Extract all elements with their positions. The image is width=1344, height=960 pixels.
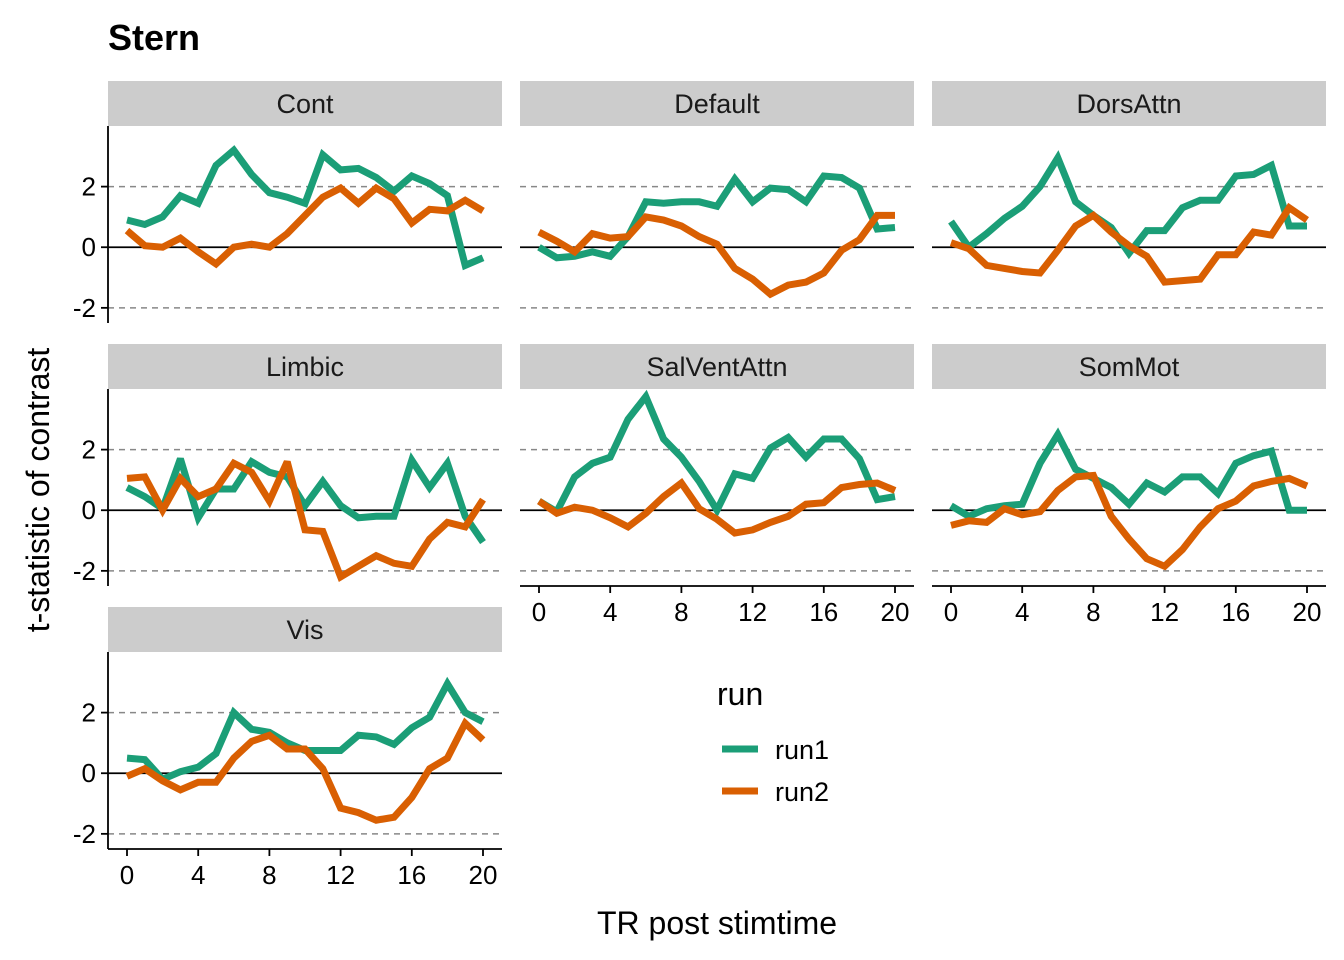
series-line-run2	[126, 458, 486, 583]
series-line-run1	[949, 427, 1307, 521]
x-tick-label: 20	[881, 597, 910, 627]
x-tick-label: 20	[1293, 597, 1322, 627]
strip-background	[108, 81, 502, 126]
y-tick-label: -2	[73, 819, 96, 849]
strip-label: Cont	[276, 89, 334, 119]
strip-label: SomMot	[1079, 352, 1180, 382]
panel-dorsattn: DorsAttn	[932, 81, 1326, 309]
chart-title: Stern	[108, 17, 200, 58]
y-tick-label: 2	[82, 435, 96, 465]
panel-sommot: SomMot 0 4 8 12 16 20	[932, 344, 1326, 627]
strip-label: DorsAttn	[1076, 89, 1181, 119]
x-tick-label: 16	[397, 860, 426, 890]
x-tick-label: 0	[120, 860, 134, 890]
x-tick-label: 8	[1086, 597, 1100, 627]
strip-background	[108, 607, 502, 652]
strip-background	[520, 344, 914, 389]
x-tick-label: 12	[738, 597, 767, 627]
series-line-run2	[949, 202, 1309, 286]
legend-title: run	[717, 676, 763, 712]
x-tick-label: 16	[1221, 597, 1250, 627]
y-axis-title: t-statistic of contrast	[20, 348, 56, 633]
y-tick-label: -2	[73, 293, 96, 323]
y-tick-label: -2	[73, 556, 96, 586]
series-line-run1	[537, 172, 896, 262]
y-tick-label: 2	[82, 698, 96, 728]
series-line-run2	[537, 211, 895, 299]
facet-panels: Cont -2 0 2 Default DorsAttn Limbic -2 0 2 SalVent…	[73, 81, 1326, 890]
legend-label-run1: run1	[775, 735, 829, 765]
y-tick-label: 2	[82, 172, 96, 202]
x-tick-label: 12	[326, 860, 355, 890]
legend: run run1 run2	[717, 676, 829, 807]
legend-label-run2: run2	[775, 777, 829, 807]
series-line-run2	[537, 477, 897, 537]
series-line-run1	[126, 145, 485, 271]
x-tick-label: 8	[262, 860, 276, 890]
x-tick-label: 4	[603, 597, 617, 627]
series-line-run1	[125, 452, 486, 545]
panel-salventattn: SalVentAttn 0 4 8 12 16 20	[520, 344, 914, 627]
x-tick-label: 4	[191, 860, 205, 890]
strip-background	[108, 344, 502, 389]
x-tick-label: 20	[469, 860, 498, 890]
panel-limbic: Limbic -2 0 2	[73, 344, 502, 586]
x-tick-label: 12	[1150, 597, 1179, 627]
x-tick-label: 0	[944, 597, 958, 627]
strip-label: Vis	[286, 615, 323, 645]
strip-label: Default	[674, 89, 760, 119]
panel-cont: Cont -2 0 2	[73, 81, 502, 323]
series-line-run2	[950, 471, 1309, 571]
strip-label: SalVentAttn	[646, 352, 787, 382]
series-line-run1	[537, 389, 896, 518]
y-tick-label: 0	[82, 232, 96, 262]
x-tick-label: 8	[674, 597, 688, 627]
x-tick-label: 16	[809, 597, 838, 627]
strip-label: Limbic	[266, 352, 344, 382]
x-tick-label: 0	[532, 597, 546, 627]
series-line-run2	[125, 717, 486, 824]
y-tick-label: 0	[82, 495, 96, 525]
strip-background	[932, 344, 1326, 389]
strip-background	[932, 81, 1326, 126]
series-line-run2	[124, 183, 485, 269]
series-line-run1	[948, 150, 1307, 260]
strip-background	[520, 81, 914, 126]
x-axis-title: TR post stimtime	[597, 905, 837, 941]
y-tick-label: 0	[82, 758, 96, 788]
panel-default: Default	[520, 81, 914, 309]
x-tick-label: 4	[1015, 597, 1029, 627]
